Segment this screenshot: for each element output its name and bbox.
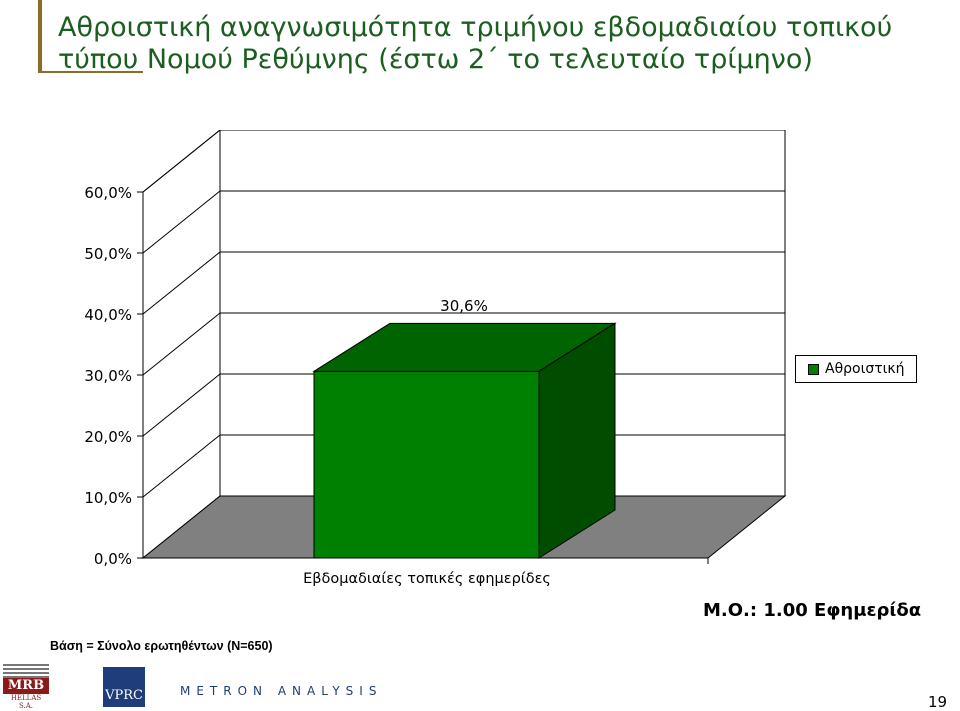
- y-tick-label: 50,0%: [84, 245, 132, 263]
- mean-label: Μ.Ο.: 1.00 Εφημερίδα: [703, 600, 922, 621]
- gridline-side: [142, 434, 221, 498]
- mrb-logo-subtext: HELLAS S.A.: [10, 694, 42, 710]
- x-category-label: Εβδομαδιαίες τοπικές εφημερίδες: [303, 571, 551, 587]
- page-number: 19: [928, 693, 948, 711]
- metron-analysis-logo: METRON ANALYSIS: [180, 684, 383, 698]
- title-accent-rule: [38, 71, 143, 73]
- y-tick-label: 40,0%: [84, 306, 132, 324]
- legend-label: Αθροιστική: [825, 361, 905, 377]
- gridline-side: [142, 251, 221, 315]
- bar-data-label: 30,6%: [440, 297, 488, 315]
- mrb-logo-text: MRB: [3, 678, 49, 694]
- mrb-logo-stripes: [3, 664, 49, 678]
- gridline-side: [142, 312, 221, 376]
- y-tick-label: 30,0%: [84, 367, 132, 385]
- title-accent-bar: [38, 0, 42, 72]
- mrb-logo: MRB HELLAS S.A.: [3, 664, 49, 710]
- chart-legend: Αθροιστική: [795, 355, 917, 383]
- y-tick-label: 10,0%: [84, 489, 132, 507]
- bar-chart-3d: 0,0% 10,0% 20,0% 30,0% 40,0% 50,0% 60,0% 30,6% Ε…: [84, 130, 787, 587]
- y-tick-label: 0,0%: [94, 550, 132, 568]
- bar-side-face: [538, 322, 616, 559]
- bar-front-face: [313, 370, 540, 559]
- y-tick-label: 20,0%: [84, 428, 132, 446]
- gridline-side: [142, 130, 221, 193]
- base-note: Βάση = Σύνολο ερωτηθέντων (N=650): [50, 639, 273, 653]
- legend-swatch: [808, 363, 819, 375]
- y-tick-label: 60,0%: [84, 184, 132, 202]
- slide-title: Αθροιστική αναγνωσιμότητα τριμήνου εβδομ…: [58, 12, 893, 75]
- gridline-side: [142, 190, 221, 254]
- title-block: Αθροιστική αναγνωσιμότητα τριμήνου εβδομ…: [38, 0, 960, 120]
- vprc-logo: VPRC: [103, 667, 145, 707]
- gridline-side: [142, 373, 221, 437]
